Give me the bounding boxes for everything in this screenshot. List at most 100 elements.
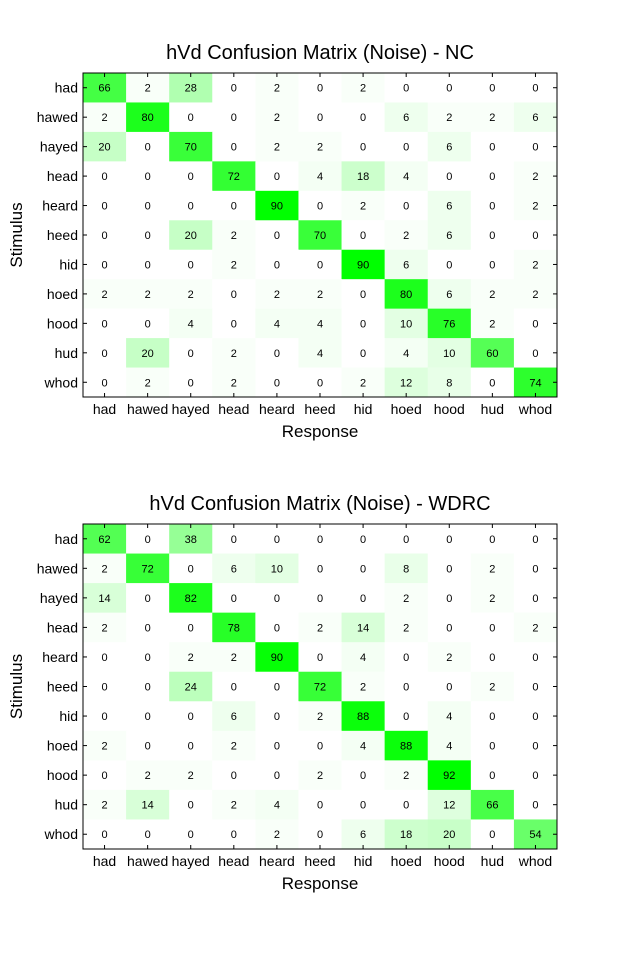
cell-value: 0 [317,741,323,753]
cell-value: 0 [489,377,495,389]
cell-value: 4 [360,741,366,753]
cell-value: 2 [101,800,107,812]
cell-value: 0 [317,652,323,664]
matrix-cell [83,367,127,398]
matrix-cell [169,190,213,221]
y-tick-label: heed [47,227,78,243]
matrix-cell [427,308,472,339]
cell-value: 6 [403,259,409,271]
matrix-cell [341,102,386,133]
x-tick-label: hood [434,401,465,417]
cell-value: 0 [101,770,107,782]
matrix-cell [341,524,386,555]
cell-value: 2 [446,112,452,124]
x-tick-label: hoed [391,401,422,417]
cell-value: 0 [145,318,151,330]
matrix-cell [470,671,515,702]
matrix-cell [298,701,343,732]
cell-value: 4 [188,318,194,330]
matrix-cell [427,760,472,791]
matrix-cell [341,279,386,310]
matrix-cell [126,760,170,791]
cell-value: 0 [532,230,538,242]
cell-value: 0 [403,652,409,664]
matrix-cell [169,220,213,251]
matrix-cell [470,338,515,369]
cell-value: 0 [446,534,452,546]
cell-value: 2 [101,563,107,575]
matrix-cell [126,553,170,584]
cell-value: 0 [101,171,107,183]
matrix-cell [384,553,429,584]
cell-value: 0 [360,318,366,330]
x-tick-label: hawed [127,401,168,417]
matrix-cell [384,102,429,133]
cell-value: 0 [317,259,323,271]
matrix-cell [298,671,343,702]
cell-value: 0 [360,770,366,782]
cell-value: 72 [228,171,240,183]
y-tick-label: heed [47,679,78,695]
matrix-cell [341,338,386,369]
cell-value: 2 [360,83,366,95]
y-tick-label: hoed [47,738,78,754]
cell-value: 0 [274,230,280,242]
cell-value: 20 [142,348,154,360]
matrix-cell [298,583,343,614]
y-tick-label: hid [59,708,78,724]
cell-value: 6 [446,230,452,242]
cell-value: 0 [403,201,409,213]
cell-value: 90 [357,259,369,271]
cell-value: 2 [532,201,538,213]
matrix-cell [298,760,343,791]
cell-value: 0 [274,259,280,271]
matrix-cell [341,249,386,280]
matrix-cell [212,249,256,280]
matrix-cell [255,789,299,820]
matrix-cell [298,524,343,555]
cell-value: 0 [145,142,151,154]
matrix-cell [513,102,558,133]
matrix-cell [384,190,429,221]
cell-value: 0 [317,377,323,389]
cell-value: 0 [188,201,194,213]
matrix-cell [212,279,256,310]
matrix-cell [169,249,213,280]
matrix-cell [126,249,170,280]
matrix-cell [427,220,472,251]
y-tick-label: hood [47,767,78,783]
matrix-cell [83,131,127,162]
matrix-cell [513,73,558,103]
matrix-cell [513,612,558,643]
cell-value: 2 [532,259,538,271]
matrix-cell [298,190,343,221]
cell-value: 0 [489,622,495,634]
cell-value: 0 [360,289,366,301]
matrix-cell [126,102,170,133]
matrix-cell [83,102,127,133]
matrix-cell [513,730,558,761]
matrix-cell [341,190,386,221]
matrix-cell [83,760,127,791]
matrix-cell [169,338,213,369]
cell-value: 2 [188,289,194,301]
matrix-cell [255,102,299,133]
cell-value: 0 [231,534,237,546]
cell-value: 0 [101,230,107,242]
matrix-cell [126,131,170,162]
matrix-cell [169,524,213,555]
matrix-cell [83,308,127,339]
cell-value: 2 [101,112,107,124]
cell-value: 2 [231,741,237,753]
cell-value: 0 [532,142,538,154]
matrix-cell [513,524,558,555]
matrix-cell [427,789,472,820]
cell-value: 0 [101,652,107,664]
cell-value: 0 [403,682,409,694]
matrix-cell [384,308,429,339]
y-axis-label: Stimulus [7,654,26,719]
cell-value: 0 [360,112,366,124]
x-tick-label: hayed [172,401,210,417]
matrix-cell [513,819,558,850]
cell-value: 0 [274,682,280,694]
